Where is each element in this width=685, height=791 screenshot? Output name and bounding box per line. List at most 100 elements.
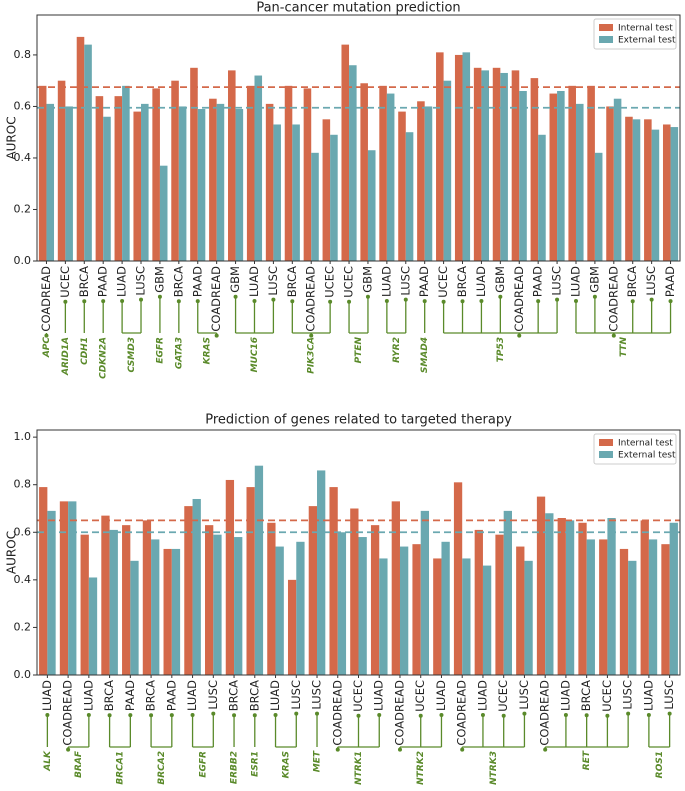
bar [216, 103, 225, 261]
group-dot [611, 333, 616, 338]
x-tick-label: LUSC [550, 266, 564, 296]
group-dot [543, 747, 548, 752]
bar [311, 152, 319, 261]
bar [130, 560, 139, 675]
group-dot [294, 711, 299, 716]
bar [516, 546, 525, 675]
bar [103, 116, 111, 261]
bar [296, 541, 305, 675]
group-dot [480, 712, 485, 717]
bar [47, 510, 56, 675]
bar [350, 508, 359, 675]
gene-label: CDKN2A [99, 337, 109, 379]
bar [330, 134, 338, 261]
gene-label: MET [313, 750, 323, 772]
gene-label: SMAD4 [420, 337, 430, 373]
bar [599, 539, 608, 675]
group-dot [335, 747, 340, 752]
gene-label: CSMD3 [127, 337, 137, 372]
group-dot [107, 713, 112, 718]
x-tick-label: UCEC [413, 680, 427, 712]
bar [360, 83, 368, 261]
group-dot [479, 298, 484, 303]
gene-label: GATA3 [174, 337, 184, 369]
group-dot [44, 333, 49, 338]
group-dot [522, 711, 527, 716]
x-tick-label: LUSC [644, 266, 658, 296]
x-tick-label: LUAD [115, 266, 129, 297]
legend-label: Internal test [618, 439, 673, 449]
gene-label: APC [42, 337, 52, 359]
bar [292, 124, 300, 261]
bar [503, 510, 512, 675]
bar [482, 565, 492, 675]
bar [225, 479, 235, 675]
y-tick-label: 0.0 [14, 668, 32, 681]
group-dot [86, 712, 91, 717]
group-dot [315, 711, 320, 716]
x-tick-label: UCEC [496, 680, 510, 712]
bar [481, 70, 489, 261]
group-dot [397, 747, 402, 752]
group-dot [157, 294, 162, 299]
x-tick-label: LUAD [434, 680, 448, 711]
x-tick-label: COADREAD [455, 680, 469, 746]
bar [586, 539, 595, 675]
group-dot [667, 711, 672, 716]
bar [651, 129, 660, 261]
y-tick-label: 0.8 [14, 478, 32, 491]
bar [114, 96, 123, 261]
group-dot [120, 298, 125, 303]
bar [575, 103, 584, 261]
bar [80, 534, 89, 675]
x-tick-label: COADREAD [39, 266, 53, 332]
gene-label: RET [582, 750, 592, 770]
x-tick-label: UCEC [323, 266, 337, 298]
gene-label: TP53 [496, 337, 506, 362]
bar [213, 534, 222, 675]
x-tick-label: UCEC [342, 266, 356, 298]
gene-label: ERBB2 [230, 751, 240, 784]
bar [39, 487, 48, 675]
group-dot [460, 299, 465, 304]
bar [322, 119, 331, 261]
legend-swatch [599, 36, 613, 43]
group-dot [403, 297, 408, 302]
x-tick-label: UCEC [436, 266, 450, 298]
x-tick-label: UCEC [600, 680, 614, 712]
gene-label: BRCA2 [157, 751, 167, 785]
bar [607, 518, 616, 675]
bar [317, 470, 326, 675]
x-tick-label: GBM [152, 266, 166, 293]
bar [142, 520, 152, 675]
group-dot [460, 747, 465, 752]
x-tick-label: BRCA [285, 266, 299, 297]
group-dot [190, 712, 195, 717]
group-dot [626, 711, 631, 716]
bar [473, 67, 482, 262]
gene-label: CDH1 [80, 337, 90, 365]
group-dot [214, 333, 219, 338]
bar [265, 103, 274, 261]
x-tick-label: LUAD [40, 680, 54, 711]
group-dot [584, 713, 589, 718]
bar [303, 88, 312, 262]
bar [619, 548, 629, 675]
group-dot [328, 299, 333, 304]
group-dot [592, 294, 597, 299]
bar [38, 85, 47, 261]
x-tick-label: COADREAD [392, 680, 406, 746]
bar [358, 537, 367, 675]
bar [367, 150, 376, 261]
bar [519, 90, 527, 261]
gene-label: BRAF [74, 750, 84, 778]
y-axis-label: AUROC [5, 531, 19, 574]
x-tick-label: PAAD [663, 266, 677, 297]
bar [648, 539, 658, 675]
x-tick-label: GBM [587, 266, 601, 293]
x-tick-label: BRCA [102, 680, 116, 711]
group-dot [536, 299, 541, 304]
gene-label: ARID1A [61, 337, 71, 376]
bar [308, 506, 318, 675]
